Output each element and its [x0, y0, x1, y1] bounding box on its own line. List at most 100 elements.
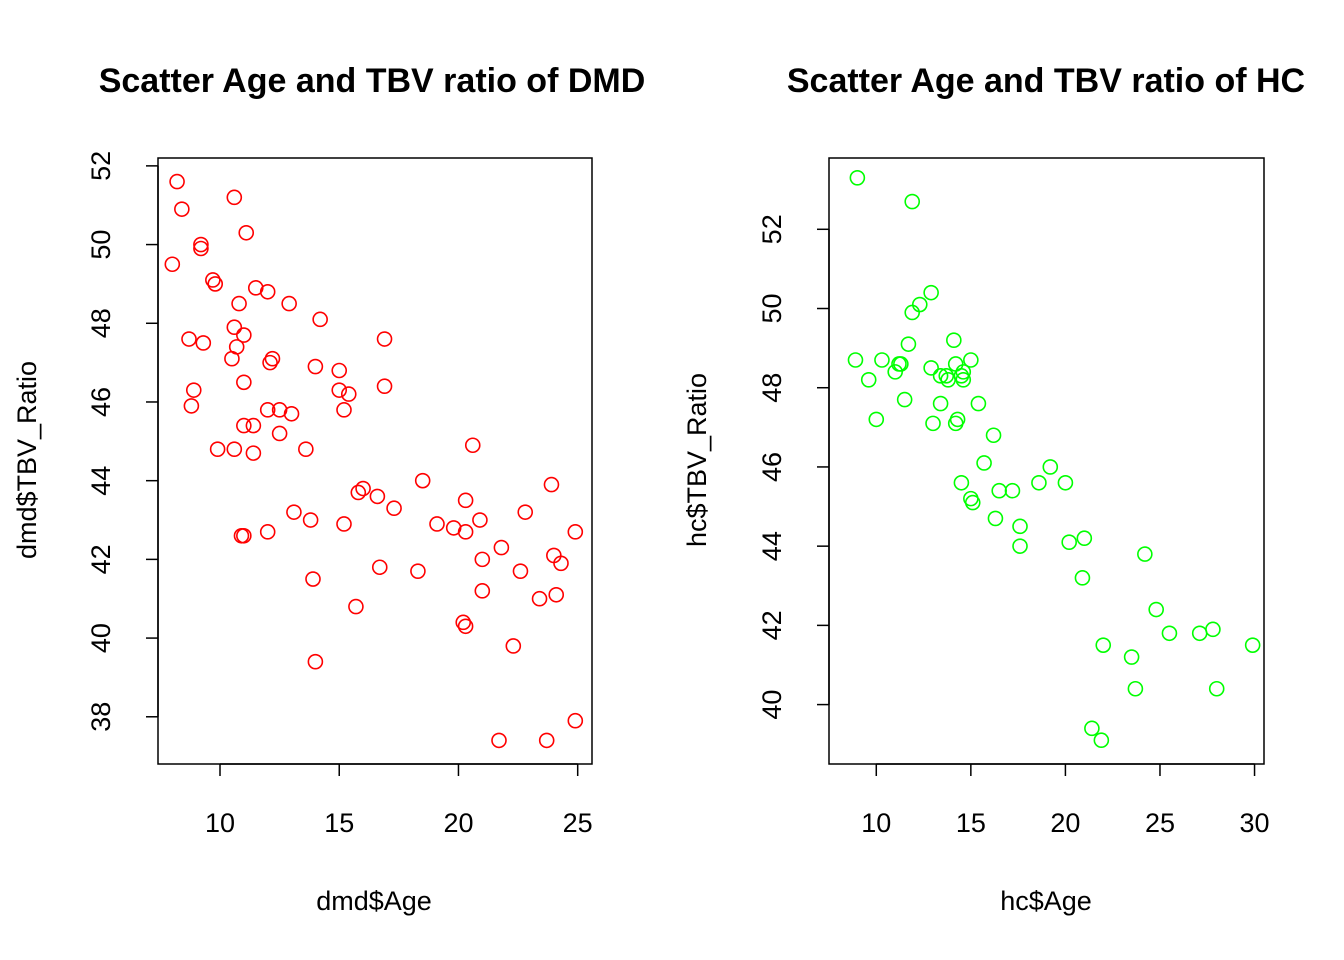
data-point-dmd: [567, 712, 584, 729]
data-point-hc: [932, 368, 949, 384]
chart-title-dmd: Scatter Age and TBV ratio of DMD: [99, 62, 646, 100]
data-point-dmd: [336, 402, 352, 418]
data-point-dmd: [531, 590, 548, 607]
data-point-hc: [1004, 482, 1021, 499]
data-point-dmd: [271, 425, 288, 442]
data-point-dmd: [553, 555, 569, 572]
data-point-hc: [1012, 518, 1028, 535]
data-point-hc: [949, 411, 966, 428]
data-point-hc: [970, 395, 987, 412]
data-point-hc: [946, 332, 962, 348]
x-axis-label-hc: hc$Age: [1000, 886, 1092, 916]
data-point-hc: [1042, 459, 1059, 475]
data-point-dmd: [386, 500, 402, 517]
data-point-hc: [985, 427, 1002, 444]
data-point-hc: [1161, 625, 1178, 642]
data-point-hc: [1084, 720, 1100, 737]
data-point-dmd: [224, 350, 240, 367]
data-point-dmd: [312, 311, 328, 328]
data-point-hc: [923, 360, 939, 376]
data-point-hc: [1057, 474, 1074, 491]
data-point-hc: [976, 455, 992, 471]
data-point-dmd: [307, 358, 324, 375]
data-point-hc: [896, 391, 913, 408]
data-point-dmd: [355, 480, 371, 497]
data-point-dmd: [336, 516, 352, 532]
data-point-dmd: [207, 276, 224, 292]
y-tick-label-hc: 42: [757, 610, 787, 640]
x-tick-label-hc: 20: [1050, 808, 1080, 838]
y-axis-label-hc: hc$TBV_Ratio: [682, 373, 712, 547]
panel-hc: Scatter Age and TBV ratio of HC hc$Age h…: [682, 62, 1305, 916]
data-point-dmd: [264, 350, 281, 367]
x-axis-dmd: 10 15 20 25: [205, 763, 593, 838]
y-tick-label-hc: 40: [757, 690, 787, 720]
data-point-dmd: [226, 319, 243, 336]
data-point-hc: [964, 494, 981, 511]
data-point-dmd: [259, 524, 276, 540]
data-point-hc: [987, 510, 1004, 527]
y-axis-hc: 40 42 44 46 48 50 52: [757, 214, 830, 720]
data-point-dmd: [369, 488, 386, 505]
chart-title-hc: Scatter Age and TBV ratio of HC: [787, 62, 1305, 100]
data-point-dmd: [331, 382, 348, 398]
y-tick-label-dmd: 46: [86, 387, 116, 417]
data-point-dmd: [348, 598, 364, 615]
data-point-dmd: [164, 256, 181, 273]
data-point-dmd: [185, 382, 202, 398]
x-tick-label-hc: 15: [956, 808, 986, 838]
data-point-hc: [925, 415, 941, 432]
data-point-dmd: [474, 551, 491, 568]
data-point-hc: [1076, 530, 1093, 547]
data-points-hc: [847, 170, 1261, 749]
data-point-hc: [953, 474, 970, 491]
data-point-dmd: [226, 189, 243, 206]
data-point-hc: [1127, 680, 1144, 697]
y-tick-label-hc: 52: [757, 214, 787, 244]
data-point-dmd: [209, 441, 226, 457]
x-tick-label-dmd: 15: [324, 808, 354, 838]
data-point-dmd: [236, 327, 252, 343]
data-point-hc: [911, 296, 928, 313]
data-point-dmd: [350, 484, 367, 501]
data-point-hc: [1061, 534, 1077, 550]
data-point-dmd: [457, 524, 474, 540]
data-point-hc: [1093, 732, 1110, 749]
data-point-hc: [963, 352, 979, 368]
data-point-hc: [955, 364, 972, 380]
data-point-dmd: [283, 405, 300, 422]
x-tick-label-hc: 30: [1240, 808, 1270, 838]
y-tick-label-hc: 48: [757, 373, 787, 403]
data-point-hc: [874, 352, 890, 368]
data-point-hc: [932, 395, 949, 412]
x-tick-label-dmd: 25: [563, 808, 593, 838]
x-axis-label-dmd: dmd$Age: [316, 886, 432, 916]
data-point-hc: [1244, 637, 1261, 653]
data-point-dmd: [286, 504, 302, 520]
data-point-dmd: [543, 476, 560, 493]
data-point-dmd: [281, 295, 297, 312]
data-point-dmd: [457, 618, 474, 635]
data-point-dmd: [298, 441, 314, 457]
data-point-hc: [1074, 570, 1091, 586]
data-point-dmd: [302, 512, 319, 528]
data-point-dmd: [464, 437, 481, 454]
data-point-hc: [1031, 474, 1047, 491]
data-point-hc: [860, 372, 877, 388]
data-point-dmd: [414, 472, 431, 489]
x-tick-label-hc: 10: [861, 808, 891, 838]
data-point-hc: [1012, 538, 1028, 554]
data-point-hc: [1123, 649, 1140, 665]
x-tick-label-hc: 25: [1145, 808, 1175, 838]
data-point-dmd: [331, 362, 348, 379]
y-tick-label-hc: 44: [757, 531, 787, 561]
data-point-dmd: [236, 417, 252, 434]
data-point-dmd: [245, 445, 262, 461]
data-point-hc: [923, 284, 939, 301]
data-point-dmd: [538, 732, 555, 749]
data-point-dmd: [472, 512, 488, 528]
data-point-dmd: [262, 354, 278, 371]
data-point-dmd: [305, 571, 321, 587]
data-point-dmd: [371, 559, 388, 576]
y-tick-label-dmd: 42: [86, 544, 116, 574]
